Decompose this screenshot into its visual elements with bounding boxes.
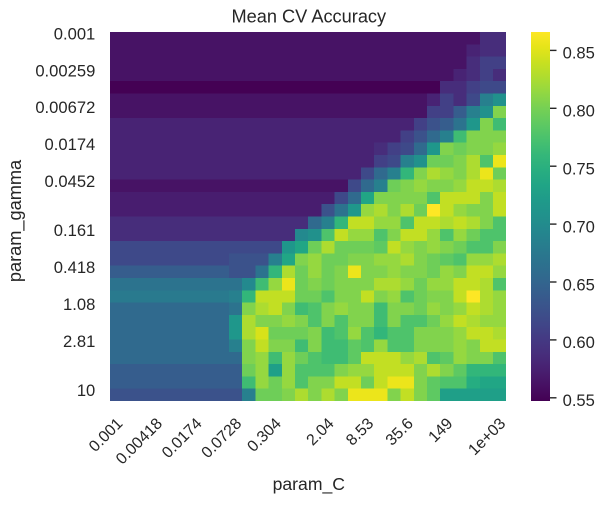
svg-text:0.0174: 0.0174 (45, 135, 96, 154)
svg-text:1.08: 1.08 (63, 295, 95, 314)
svg-text:0.0452: 0.0452 (45, 172, 96, 191)
svg-text:0.55: 0.55 (563, 391, 595, 410)
svg-text:0.60: 0.60 (563, 333, 595, 352)
svg-text:0.00672: 0.00672 (35, 98, 95, 117)
svg-text:0.418: 0.418 (54, 258, 96, 277)
svg-text:0.00259: 0.00259 (35, 61, 95, 80)
svg-text:2.81: 2.81 (63, 332, 95, 351)
svg-text:0.70: 0.70 (563, 217, 595, 236)
svg-text:0.001: 0.001 (54, 24, 96, 43)
svg-text:10: 10 (77, 381, 95, 400)
svg-text:param_C: param_C (273, 474, 346, 495)
svg-text:param_gamma: param_gamma (5, 159, 26, 282)
svg-text:Mean CV Accuracy: Mean CV Accuracy (231, 7, 387, 27)
svg-text:0.80: 0.80 (563, 102, 595, 121)
svg-text:0.161: 0.161 (54, 221, 96, 240)
svg-text:0.75: 0.75 (563, 160, 595, 179)
svg-text:0.85: 0.85 (563, 44, 595, 63)
svg-text:0.65: 0.65 (563, 275, 595, 294)
